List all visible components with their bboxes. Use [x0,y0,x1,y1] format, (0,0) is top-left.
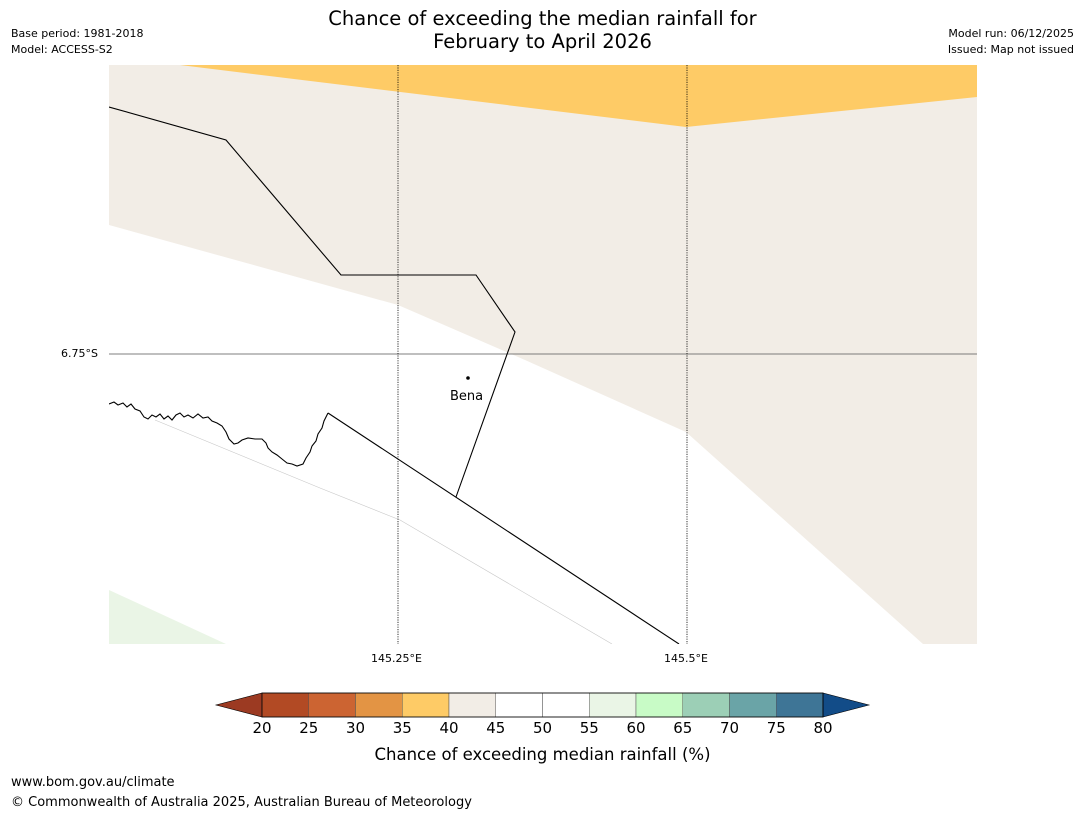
region-35-40 [180,65,977,127]
colorbar-tick-label: 20 [252,719,272,737]
colorbar-tick-label: 75 [766,719,786,737]
colorbar-tick-label: 50 [532,719,553,737]
title-line-2: February to April 2026 [433,30,652,53]
footer-url[interactable]: www.bom.gov.au/climate [11,775,175,790]
contour-line [154,419,613,644]
coastline [109,401,329,467]
colorbar-tick-label: 55 [579,719,599,737]
colorbar-tick-label: 70 [719,719,740,737]
colorbar-tick-label: 40 [439,719,459,737]
colorbar-extend-low [214,692,263,718]
base-period-text: Base period: 1981-2018 [11,27,144,40]
colorbar-tick-label: 60 [626,719,646,737]
colorbar-segment-55-60 [589,692,637,718]
province-boundary [109,106,516,498]
longitude-label-1: 145.25°E [371,652,422,665]
colorbar-segment-70-75 [729,692,777,718]
province-boundary-south [327,412,680,644]
colorbar-tick-label: 80 [813,719,833,737]
colorbar-label: Chance of exceeding median rainfall (%) [374,745,711,764]
colorbar-ticks: 20 25 30 35 40 45 50 55 60 65 70 75 80 [0,719,1085,739]
model-text: Model: ACCESS-S2 [11,43,113,56]
colorbar-outline [261,692,824,718]
colorbar-segment-30-35 [355,692,403,718]
region-40-45 [109,65,977,644]
colorbar-extend-high [822,692,871,718]
title-line-1: Chance of exceeding the median rainfall … [328,7,757,30]
colorbar-tick-label: 45 [486,719,506,737]
colorbar-tick-label: 30 [345,719,366,737]
colorbar-segment-35-40 [402,692,450,718]
bena-marker[interactable] [466,376,470,380]
map-title: Chance of exceeding the median rainfall … [0,7,1085,53]
colorbar-segment-45-50 [495,692,543,718]
colorbar-segment-65-70 [682,692,730,718]
colorbar-segment-20-25 [261,692,309,718]
colorbar-segment-60-65 [635,692,683,718]
place-label-bena: Bena [450,389,484,404]
region-55-60 [109,590,226,644]
colorbar-tick-label: 65 [673,719,693,737]
colorbar-segment-50-55 [542,692,590,718]
footer-copyright: © Commonwealth of Australia 2025, Austra… [11,795,472,810]
colorbar-tick-label: 25 [299,719,319,737]
model-run-text: Model run: 06/12/2025 [948,27,1074,40]
colorbar-segment-75-80 [776,692,824,718]
latitude-label: 6.75°S [61,347,98,360]
colorbar-segment-40-45 [448,692,496,718]
issued-text: Issued: Map not issued [947,43,1074,56]
forecast-map[interactable] [109,65,977,644]
colorbar [214,692,871,718]
colorbar-tick-label: 35 [392,719,412,737]
longitude-label-2: 145.5°E [664,652,708,665]
colorbar-segment-25-30 [308,692,356,718]
colorbar-segments [214,692,871,718]
